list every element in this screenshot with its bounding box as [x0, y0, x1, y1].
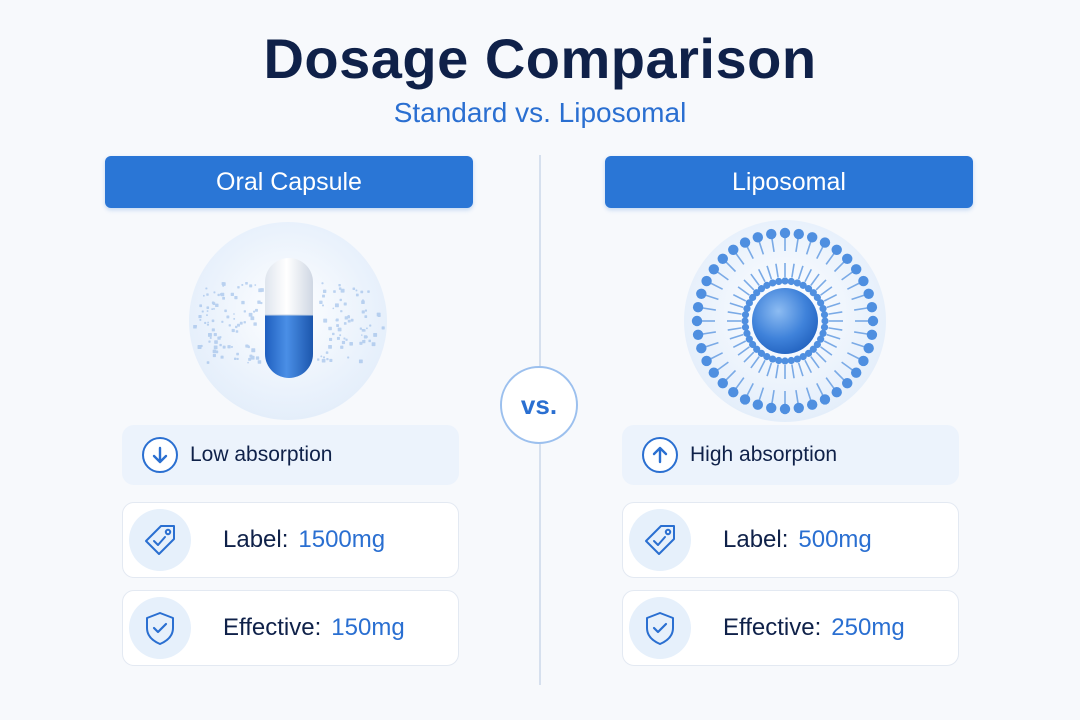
absorption-indicator: High absorption [622, 425, 959, 485]
label-value: 500mg [798, 526, 872, 553]
absorption-label: Low absorption [190, 443, 333, 466]
effective-dose-card: Effective: 250mg [622, 590, 959, 666]
liposome-illustration [684, 220, 886, 422]
capsule-illustration [189, 222, 387, 420]
capsule-icon [193, 258, 385, 378]
effective-key: Effective: [223, 614, 322, 641]
effective-value: 150mg [331, 614, 405, 641]
liposomal-header: Liposomal [605, 156, 973, 208]
label-dose-card: Label: 1500mg [122, 502, 459, 578]
tag-icon [629, 509, 691, 571]
liposome-icon [691, 227, 879, 415]
label-dose-card: Label: 500mg [622, 502, 959, 578]
absorption-label: High absorption [690, 443, 838, 466]
oral-capsule-column: Oral Capsule [85, 0, 525, 720]
label-value: 1500mg [298, 526, 386, 553]
vs-badge: vs. [500, 366, 578, 444]
page-subtitle: Standard vs. Liposomal [393, 97, 687, 128]
label-key: Label: [223, 526, 289, 553]
liposomal-column: Liposomal High absorption [585, 0, 1025, 720]
absorption-indicator: Low absorption [122, 425, 459, 485]
oral-capsule-header: Oral Capsule [105, 156, 473, 208]
page-title: Dosage Comparison [263, 27, 817, 90]
effective-key: Effective: [723, 614, 822, 641]
shield-check-icon [629, 597, 691, 659]
effective-value: 250mg [831, 614, 905, 641]
arrow-up-icon [642, 437, 678, 473]
tag-icon [129, 509, 191, 571]
label-key: Label: [723, 526, 789, 553]
effective-dose-card: Effective: 150mg [122, 590, 459, 666]
arrow-down-icon [142, 437, 178, 473]
shield-check-icon [129, 597, 191, 659]
